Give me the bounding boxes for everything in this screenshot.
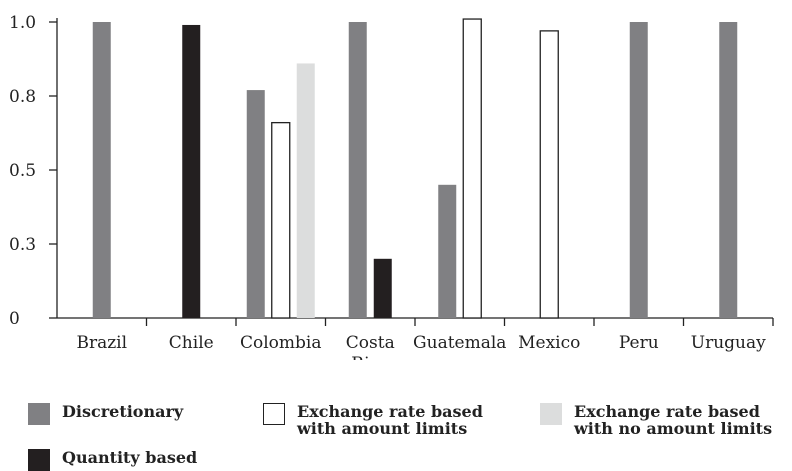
- legend-swatch-discretionary: [28, 403, 50, 425]
- legend-label-discretionary: Discretionary: [62, 402, 184, 421]
- y-tick-label: 0.5: [9, 161, 36, 181]
- legend-swatch-quantity-based: [28, 449, 50, 471]
- bar: [296, 63, 315, 318]
- y-tick-label: 0: [9, 309, 20, 329]
- x-tick-label: Colombia: [240, 333, 322, 353]
- x-axis-categories: Brazil Chile Colombia CostaRica Guatemala Mex…: [76, 318, 774, 360]
- bar: [373, 258, 392, 318]
- x-tick-label: Peru: [619, 333, 659, 353]
- bar: [629, 22, 648, 318]
- x-tick-label: Uruguay: [691, 333, 766, 353]
- x-tick-label: Mexico: [518, 333, 580, 353]
- y-tick-label: 1.0: [9, 13, 36, 33]
- y-tick-label: 0.8: [9, 87, 36, 107]
- bar: [271, 121, 291, 319]
- legend-label-quantity-based: Quantity based: [62, 448, 198, 467]
- legend-label-exchange-rate-no-amount-limits: Exchange rate based with no amount limit…: [574, 402, 773, 438]
- bar: [92, 22, 111, 318]
- bar-chart: 0 0.3 0.5 0.8 1.0 Brazil Chile Colombia CostaRi…: [9, 13, 774, 360]
- legend-item-quantity-based: Quantity based: [28, 449, 197, 471]
- bar: [348, 22, 367, 318]
- chart-axes: [56, 18, 773, 319]
- legend-item-discretionary: Discretionary: [28, 403, 183, 425]
- x-tick-label: Chile: [169, 333, 214, 353]
- legend-swatch-exchange-rate-amount-limits: [263, 403, 285, 425]
- legend-swatch-exchange-rate-no-amount-limits: [540, 403, 562, 425]
- bar: [719, 22, 738, 318]
- x-tick-label: CostaRica: [346, 333, 395, 360]
- y-tick-label: 0.3: [9, 235, 36, 255]
- bar: [462, 18, 482, 319]
- x-tick-label: Brazil: [76, 333, 127, 353]
- legend-label-exchange-rate-amount-limits: Exchange rate based with amount limits: [297, 402, 483, 438]
- y-axis-ticks: 0 0.3 0.5 0.8 1.0: [9, 13, 57, 329]
- legend-item-exchange-rate-no-amount-limits: Exchange rate based with no amount limit…: [540, 403, 772, 437]
- bar: [539, 30, 559, 319]
- bar: [182, 24, 201, 319]
- bar: [438, 184, 457, 318]
- x-tick-label: Guatemala: [413, 333, 506, 353]
- legend-item-exchange-rate-amount-limits: Exchange rate based with amount limits: [263, 403, 483, 437]
- bar: [246, 90, 265, 318]
- chart-bars: [92, 18, 738, 319]
